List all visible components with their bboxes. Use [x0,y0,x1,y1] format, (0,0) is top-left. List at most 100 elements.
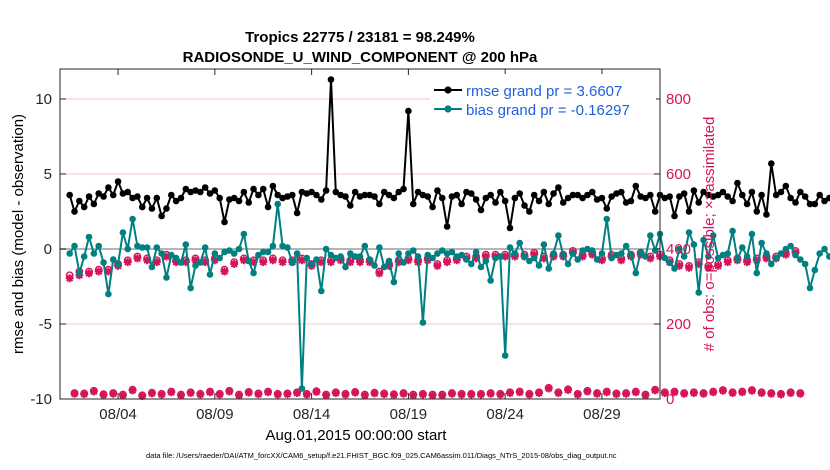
bias-point [676,245,683,253]
obs-assimilated-point [486,389,495,398]
rmse-point [380,188,388,196]
rmse-point [216,194,223,202]
bias-point [429,254,436,262]
bias-point [506,244,514,251]
obs-assimilated-point [457,390,466,399]
bias-point [516,239,523,247]
obs-assimilated-point [747,386,756,395]
rmse-point [438,194,446,202]
rmse-point [197,188,204,196]
obs-assimilated-point [641,391,650,400]
rmse-point [564,194,572,202]
obs-assimilated-point [714,261,723,270]
rmse-point [138,203,146,211]
bias-point [651,247,659,254]
bias-point [264,248,272,256]
bias-point [274,200,282,208]
rmse-point [530,191,538,199]
bias-point [250,269,257,277]
rmse-point [269,182,277,190]
rmse-point [826,194,830,202]
bias-point [472,248,480,256]
legend-rmse-label: rmse grand pr = 3.6607 [466,83,622,100]
x-tick-label: 08/29 [583,406,621,423]
bias-point [148,263,156,271]
obs-assimilated-point [786,389,795,397]
rmse-point [95,190,103,197]
bias-point [540,241,548,248]
obs-assimilated-point [496,390,505,399]
rmse-point [308,188,315,196]
rmse-point [482,194,490,202]
obs-assimilated-point [389,390,398,399]
obs-assimilated-point [738,388,747,397]
bias-point [201,244,209,251]
rmse-point [642,194,649,202]
bias-point [284,244,291,251]
bias-point [153,244,161,251]
rmse-point [250,185,257,193]
bias-point [782,245,790,253]
rmse-point [511,194,519,202]
rmse-point [734,179,741,187]
rmse-point [313,191,320,199]
bias-point [448,248,456,256]
rmse-point [182,185,190,193]
bias-point [255,251,262,259]
rmse-point [347,202,354,209]
obs-assimilated-point [215,390,224,399]
obs-assimilated-point [244,388,253,397]
rmse-point [801,193,809,200]
rmse-point [724,193,732,200]
bias-point [109,256,117,263]
obs-assimilated-point [259,258,268,267]
bias-point [347,250,354,257]
rmse-point [148,205,156,212]
bias-point [637,248,644,256]
bias-point [259,248,267,256]
bias-point [463,256,470,263]
obs-assimilated-point [602,388,611,397]
bias-point [385,257,393,265]
bias-point [105,290,112,298]
obs-assimilated-point [268,256,277,265]
bias-point [414,253,422,260]
rmse-point [714,191,722,199]
bias-point [395,250,403,257]
rmse-point [259,185,267,193]
bias-point [187,284,194,292]
obs-assimilated-point [728,389,737,397]
bias-point [647,232,654,239]
obs-assimilated-point [723,258,732,267]
rmse-point [579,194,586,202]
rmse-point [80,203,88,211]
rmse-point [492,199,499,206]
obs-assimilated-point [583,387,592,396]
bias-point [226,247,233,254]
rmse-point [90,200,98,208]
bias-point [535,262,543,269]
rmse-point [526,208,533,215]
obs-assimilated-point [351,388,360,397]
obs-assimilated-point [375,269,384,278]
obs-assimilated-point [70,389,79,398]
rmse-point [559,199,567,206]
obs-assimilated-point [651,386,660,395]
x-tick-label: 08/04 [99,406,137,423]
bias-point [71,242,78,250]
bias-point [158,250,165,257]
obs-assimilated-point [133,254,142,263]
rmse-point [177,194,185,202]
bias-point [182,241,190,248]
rmse-point [680,190,688,197]
bias-point [85,233,93,241]
rmse-point [167,191,175,199]
rmse-point [729,197,736,205]
obs-assimilated-point [689,389,698,397]
obs-assimilated-point [515,388,524,397]
bias-point [434,250,441,257]
obs-assimilated-point [409,391,418,400]
rmse-point [497,188,504,196]
obs-assimilated-point [796,389,805,398]
bias-point [521,253,528,260]
